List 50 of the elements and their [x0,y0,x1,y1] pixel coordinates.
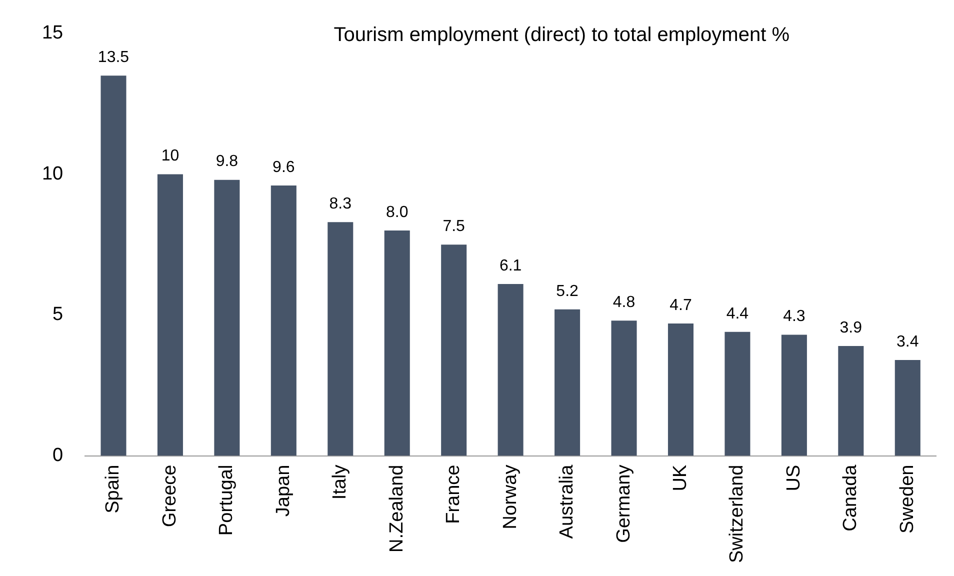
x-tick-label: Switzerland [726,464,748,564]
bar [100,76,126,456]
bar [270,185,296,456]
x-tick-label: Norway [500,464,521,530]
data-label: 7.5 [442,218,466,235]
x-tick-label: Spain [102,464,124,514]
bar [781,334,807,456]
x-tick-label: N.Zealand [386,464,408,552]
data-label: 3.4 [896,333,919,350]
data-label: 5.2 [556,282,579,300]
data-label: 9.8 [216,153,238,170]
x-tick-label: Portugal [216,464,238,536]
y-tick-label: 0 [52,445,64,466]
data-label: 4.4 [726,305,749,322]
bar [441,244,467,456]
bar [498,284,524,456]
x-tick-label: Germany [613,464,634,543]
data-label: 4.8 [612,294,636,312]
bar [894,360,920,456]
bar [724,332,750,456]
data-label: 8.0 [386,204,408,221]
x-tick-label: Sweden [896,464,918,534]
bar [668,323,694,456]
data-label: 3.9 [840,319,862,336]
x-tick-label: Italy [330,464,351,500]
x-tick-label: Japan [272,464,294,517]
y-tick-label: 15 [42,22,64,44]
data-label: 9.6 [272,158,295,176]
bar [157,174,183,456]
x-tick-label: France [443,464,464,524]
bar [554,309,580,456]
y-tick-label: 5 [52,304,64,326]
data-label: 4.7 [670,296,692,314]
chart-title: Tourism employment (direct) to total employment % [334,24,790,46]
data-label: 4.3 [783,308,806,326]
bar [328,222,354,456]
x-tick-label: US [783,464,804,492]
x-tick-label: Australia [556,464,578,539]
y-tick-label: 10 [42,163,64,184]
data-label: 6.1 [499,257,522,274]
bar [384,230,410,456]
x-tick-label: UK [670,464,691,492]
bar [214,180,240,456]
data-label: 10 [161,148,180,165]
bar [838,346,864,456]
x-tick-label: Canada [840,464,862,532]
bar [611,320,637,456]
data-label: 8.3 [329,195,352,212]
data-label: 13.5 [98,49,130,66]
x-tick-label: Greece [159,464,180,528]
